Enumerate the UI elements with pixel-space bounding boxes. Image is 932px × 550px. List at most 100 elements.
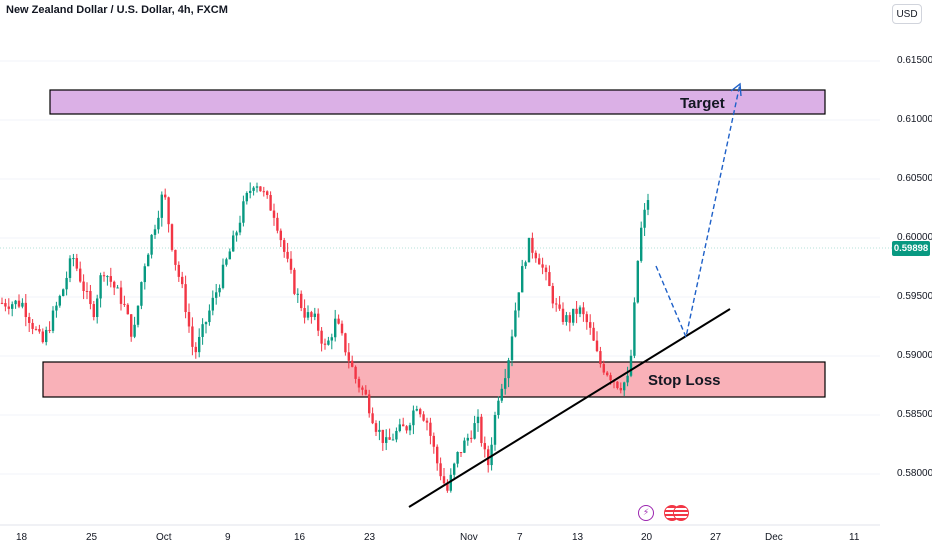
candle-body (102, 275, 106, 277)
candle-body (609, 375, 612, 381)
candle-body (221, 264, 225, 288)
us-flag-icon[interactable] (673, 505, 689, 521)
candle-body (381, 429, 384, 443)
candle-body (599, 351, 602, 365)
candle-body (48, 329, 51, 331)
candle-body (640, 227, 643, 261)
candle-body (119, 287, 123, 304)
candle-body (446, 483, 449, 491)
candle-body (252, 187, 255, 191)
candle-body (211, 297, 214, 311)
price-tick-label: 0.58500 (897, 409, 932, 420)
candle-body (551, 285, 554, 304)
candle-body (208, 310, 211, 323)
candle-body (293, 269, 296, 294)
candle-body (276, 217, 279, 231)
candle-body (296, 293, 299, 295)
candle-body (388, 437, 391, 440)
candle-body (194, 346, 197, 353)
candle-body (504, 378, 507, 389)
candle-body (633, 302, 636, 356)
candle-body (589, 322, 592, 328)
candle-body (374, 423, 378, 432)
candle-body (442, 476, 446, 484)
price-tick-label: 0.59000 (897, 350, 932, 361)
stop-loss-zone[interactable] (42, 361, 826, 398)
candle-body (466, 437, 469, 441)
time-tick-label: 27 (710, 532, 722, 543)
candle-body (500, 388, 503, 401)
candle-body (99, 275, 102, 299)
candle-body (160, 194, 163, 218)
time-tick-label: 13 (572, 532, 584, 543)
candle-body (123, 303, 126, 305)
candle-body (147, 254, 150, 267)
candle-body (344, 333, 347, 353)
candle-body (368, 394, 371, 414)
candle-body (109, 276, 112, 282)
candle-body (232, 235, 235, 252)
candle-body (398, 424, 401, 431)
candle-body (521, 266, 524, 293)
projection-arrow[interactable] (655, 83, 741, 340)
target-zone[interactable] (49, 89, 826, 115)
candle-body (541, 264, 544, 268)
candle-body (415, 409, 418, 411)
currency-button[interactable]: USD (892, 4, 922, 24)
candle-body (34, 328, 38, 330)
candle-body (636, 260, 639, 303)
candle-body (51, 310, 55, 331)
candle-body (140, 282, 143, 306)
candle-body (561, 308, 565, 322)
candle-body (96, 298, 99, 318)
candle-body (150, 234, 153, 255)
candle-body (378, 429, 381, 432)
price-tick-label: 0.61000 (897, 114, 932, 125)
candle-body (55, 305, 58, 311)
time-tick-label: 9 (225, 532, 231, 543)
candle-body (303, 308, 306, 318)
candle-body (361, 387, 364, 390)
candle-body (476, 416, 480, 424)
candle-body (187, 312, 191, 327)
price-tick-label: 0.58000 (897, 468, 932, 479)
candle-body (181, 276, 184, 285)
candle-body (524, 262, 527, 267)
candle-body (548, 272, 551, 286)
trendline[interactable] (408, 308, 731, 508)
candle-body (201, 324, 204, 337)
candle-body (351, 360, 354, 367)
candle-body (619, 388, 622, 391)
price-axis-area[interactable] (880, 0, 932, 520)
candle-body (507, 360, 510, 379)
time-tick-label: Oct (156, 532, 172, 543)
time-tick-label: 20 (641, 532, 653, 543)
candle-body (245, 192, 248, 202)
candle-body (136, 305, 140, 325)
time-tick-label: 18 (16, 532, 28, 543)
candle-body (92, 304, 95, 318)
candle-body (592, 327, 595, 341)
candle-body (157, 217, 160, 230)
candle-body (242, 201, 245, 223)
candle-body (225, 259, 228, 265)
candle-body (310, 312, 313, 317)
candle-body (72, 258, 75, 260)
candle-body (629, 355, 633, 376)
candle-body (646, 200, 650, 210)
candle-body (21, 302, 24, 307)
price-tick-label: 0.60500 (897, 173, 932, 184)
candle-body (527, 237, 531, 263)
lightning-icon[interactable]: ⚡ (638, 505, 654, 521)
price-tick-label: 0.61500 (897, 55, 932, 66)
candle-body (177, 264, 180, 277)
time-tick-label: Dec (765, 532, 783, 543)
candle-body (24, 302, 27, 318)
candle-body (391, 439, 395, 441)
candle-body (555, 303, 558, 305)
stop-loss-label: Stop Loss (648, 372, 721, 389)
candle-body (317, 313, 320, 331)
time-tick-label: Nov (460, 532, 478, 543)
candle-body (228, 251, 231, 260)
